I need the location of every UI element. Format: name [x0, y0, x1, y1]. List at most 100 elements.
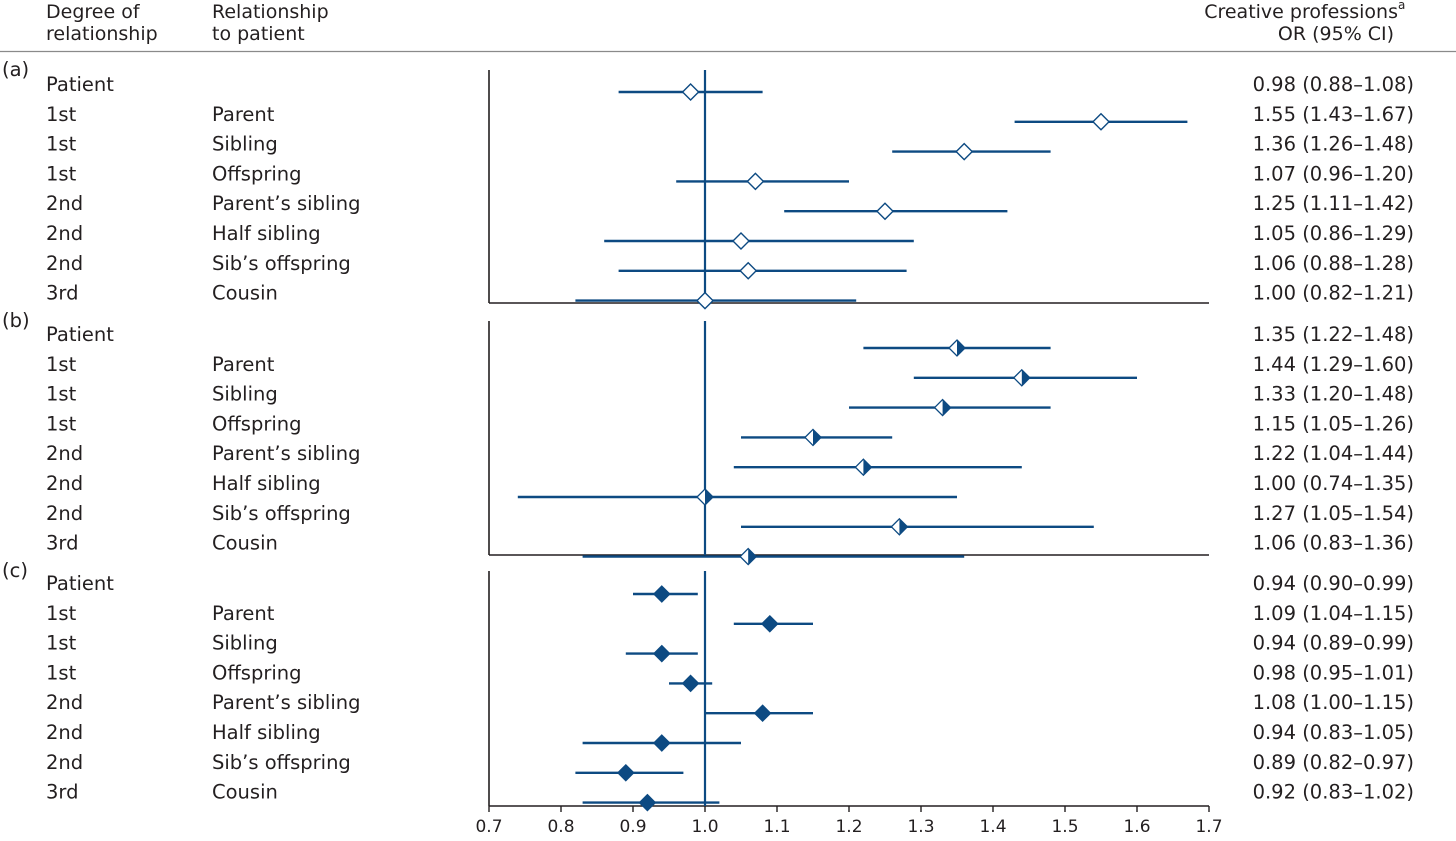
table-row: 2nd Half sibling 1.05 (0.86–1.29): [46, 222, 1414, 250]
relationship-label: Sib’s offspring: [212, 252, 351, 275]
point-estimate-marker: [696, 291, 714, 310]
or-ci-label: 1.08 (1.00–1.15): [1253, 691, 1414, 714]
x-tick-label: 1.6: [1123, 817, 1150, 836]
point-estimate-marker: [760, 614, 779, 633]
degree-label: 3rd: [46, 781, 78, 804]
or-ci-label: 0.94 (0.83–1.05): [1253, 721, 1414, 744]
or-ci-label: 1.15 (1.05–1.26): [1253, 412, 1414, 435]
or-ci-label: 1.33 (1.20–1.48): [1253, 383, 1414, 406]
panel-label: (a): [2, 58, 29, 81]
or-ci-label: 1.09 (1.04–1.15): [1253, 602, 1414, 625]
marker-right-half: [1021, 369, 1030, 386]
relationship-label: Parent: [212, 103, 275, 126]
marker-right-half: [899, 518, 908, 535]
x-tick-label: 1.4: [979, 817, 1006, 836]
degree-label: 2nd: [46, 472, 83, 495]
x-tick-label: 1.7: [1195, 817, 1222, 836]
panels: (a) Patient 0.98 (0.88–1.08) 1st Parent 1.55 …: [2, 58, 1414, 812]
or-ci-label: 1.35 (1.22–1.48): [1253, 323, 1414, 346]
marker-right-half: [863, 459, 872, 476]
marker-outline: [890, 517, 909, 536]
degree-label: 3rd: [46, 532, 78, 555]
point-estimate-marker: [876, 202, 894, 221]
relationship-label: Cousin: [212, 781, 278, 804]
or-ci-label: 1.05 (0.86–1.29): [1253, 222, 1414, 245]
table-row: Patient 0.94 (0.90–0.99): [46, 572, 1414, 603]
or-ci-label: 1.00 (0.74–1.35): [1253, 472, 1414, 495]
relationship-header-line2: to patient: [212, 23, 305, 45]
degree-label: 1st: [46, 632, 77, 655]
degree-label: 2nd: [46, 442, 83, 465]
relationship-label: Parent’s sibling: [212, 192, 361, 215]
point-estimate-marker: [1092, 112, 1110, 131]
table-row: 2nd Sib’s offspring 1.06 (0.88–1.28): [46, 252, 1414, 280]
marker-outline: [854, 458, 873, 477]
or-ci-label: 1.25 (1.11–1.42): [1253, 192, 1414, 215]
degree-header-line2: relationship: [46, 23, 158, 45]
point-estimate-marker: [746, 172, 765, 191]
or-ci-label: 1.22 (1.04–1.44): [1253, 442, 1414, 465]
table-row: 1st Parent 1.09 (1.04–1.15): [46, 602, 1414, 633]
point-estimate-marker: [616, 763, 635, 782]
table-row: 3rd Cousin 1.06 (0.83–1.36): [46, 532, 1414, 566]
point-estimate-marker: [804, 428, 822, 447]
degree-label: Patient: [46, 572, 114, 595]
x-tick-label: 1.0: [691, 817, 718, 836]
degree-label: 1st: [46, 162, 77, 185]
x-tick-label: 1.3: [907, 817, 934, 836]
degree-label: 2nd: [46, 222, 83, 245]
table-row: 1st Offspring 1.15 (1.05–1.26): [46, 412, 1414, 447]
table-row: 1st Offspring 0.98 (0.95–1.01): [46, 661, 1414, 693]
point-estimate-marker: [638, 793, 657, 812]
marker-outline: [1012, 368, 1031, 387]
relationship-label: Cousin: [212, 282, 278, 305]
or-ci-label: 0.92 (0.83–1.02): [1253, 781, 1414, 804]
or-header-superscript: a: [1398, 0, 1405, 12]
relationship-label: Cousin: [212, 532, 278, 555]
degree-label: 1st: [46, 133, 77, 156]
degree-label: 2nd: [46, 721, 83, 744]
relationship-label: Half sibling: [212, 222, 321, 245]
point-estimate-marker: [652, 585, 671, 603]
point-estimate-marker: [696, 488, 714, 506]
marker-right-half: [957, 340, 965, 356]
relationship-label: Half sibling: [212, 472, 321, 495]
point-estimate-marker: [753, 704, 772, 723]
relationship-label: Parent: [212, 353, 275, 376]
x-axis: 0.7 0.8 0.9 1.0 1.1 1.2 1.3 1.4 1.5 1.6 1.7: [475, 806, 1223, 837]
table-row: 2nd Half sibling 0.94 (0.83–1.05): [46, 721, 1414, 752]
relationship-label: Parent’s sibling: [212, 442, 361, 465]
relationship-label: Offspring: [212, 412, 302, 435]
point-estimate-marker: [681, 674, 700, 693]
marker-outline: [948, 339, 966, 357]
relationship-label: Offspring: [212, 162, 302, 185]
x-tick-label: 0.8: [547, 817, 574, 836]
marker-outline: [739, 547, 758, 566]
or-ci-label: 0.98 (0.95–1.01): [1253, 661, 1414, 684]
degree-label: Patient: [46, 323, 114, 346]
panel-label: (c): [2, 559, 28, 582]
relationship-label: Sibling: [212, 632, 278, 655]
or-ci-label: 0.94 (0.89–0.99): [1253, 632, 1414, 655]
table-row: 1st Parent 1.55 (1.43–1.67): [46, 103, 1414, 131]
point-estimate-marker: [652, 734, 671, 752]
relationship-label: Parent: [212, 602, 275, 625]
table-row: 1st Sibling 1.36 (1.26–1.48): [46, 133, 1414, 161]
relationship-label: Sibling: [212, 133, 278, 156]
table-row: 2nd Half sibling 1.00 (0.74–1.35): [46, 472, 1414, 506]
table-row: 2nd Sib’s offspring 0.89 (0.82–0.97): [46, 751, 1414, 782]
table-row: 1st Sibling 0.94 (0.89–0.99): [46, 632, 1414, 663]
degree-label: 2nd: [46, 502, 83, 525]
degree-label: 2nd: [46, 252, 83, 275]
point-estimate-marker: [681, 83, 700, 101]
or-ci-label: 1.55 (1.43–1.67): [1253, 103, 1414, 126]
x-tick-label: 1.5: [1051, 817, 1078, 836]
marker-outline: [804, 428, 822, 447]
table-row: 3rd Cousin 0.92 (0.83–1.02): [46, 781, 1414, 812]
table-row: 2nd Parent’s sibling 1.25 (1.11–1.42): [46, 192, 1414, 221]
or-ci-label: 1.36 (1.26–1.48): [1253, 133, 1414, 156]
table-row: 1st Parent 1.44 (1.29–1.60): [46, 353, 1414, 387]
or-ci-label: 0.94 (0.90–0.99): [1253, 572, 1414, 595]
point-estimate-marker: [652, 644, 671, 663]
relationship-label: Half sibling: [212, 721, 321, 744]
